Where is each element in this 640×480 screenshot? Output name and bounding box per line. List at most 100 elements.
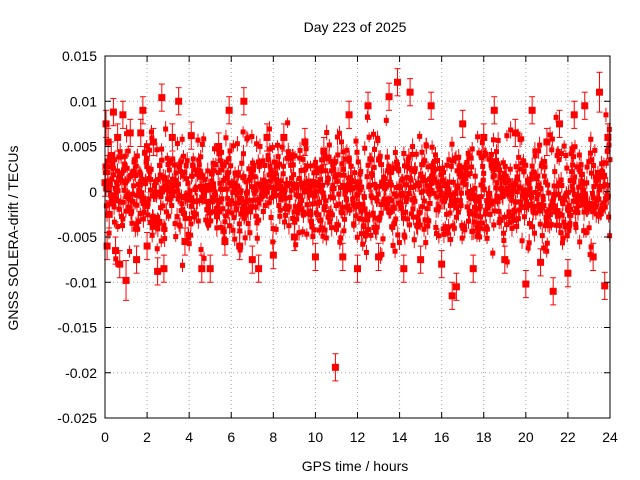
point-marker	[480, 133, 488, 141]
noise-marker	[124, 178, 130, 184]
point-marker	[522, 280, 530, 288]
noise-marker	[282, 195, 288, 201]
noise-marker	[227, 148, 233, 154]
x-tick-label: 12	[350, 429, 366, 445]
x-tick-label: 6	[227, 429, 235, 445]
data-point	[181, 227, 189, 256]
noise-marker	[315, 212, 321, 218]
noise-marker	[376, 217, 382, 223]
point-marker	[417, 256, 425, 264]
noise-marker	[355, 159, 361, 165]
data-point	[400, 254, 408, 283]
noise-marker	[267, 146, 273, 152]
noise-marker	[201, 255, 207, 261]
noise-marker	[163, 209, 169, 215]
noise-marker	[457, 163, 463, 169]
data-point	[168, 123, 176, 152]
noise-marker	[274, 142, 280, 148]
noise-marker	[198, 186, 204, 192]
noise-marker	[188, 221, 194, 227]
noise-marker	[356, 201, 362, 207]
noise-marker	[464, 159, 470, 165]
noise-marker	[355, 182, 361, 188]
noise-marker	[218, 167, 224, 173]
noise-marker	[339, 161, 345, 167]
noise-marker	[392, 221, 398, 227]
noise-marker	[334, 178, 340, 184]
noise-marker	[447, 179, 453, 185]
noise-marker	[109, 176, 115, 182]
noise-marker	[306, 192, 312, 198]
noise-marker	[547, 132, 553, 138]
noise-marker	[229, 198, 235, 204]
noise-marker	[208, 218, 214, 224]
noise-marker	[333, 203, 339, 209]
noise-marker	[142, 149, 148, 155]
noise-marker	[576, 203, 582, 209]
noise-marker	[182, 216, 188, 222]
data-point	[263, 123, 271, 152]
data-point	[175, 87, 183, 116]
noise-marker	[496, 208, 502, 214]
noise-marker	[592, 201, 598, 207]
noise-marker	[488, 198, 494, 204]
noise-marker	[212, 209, 218, 215]
noise-marker	[252, 174, 258, 180]
noise-marker	[444, 162, 450, 168]
point-marker	[528, 106, 536, 114]
noise-marker	[422, 177, 428, 183]
noise-marker	[510, 217, 516, 223]
noise-marker	[553, 222, 559, 228]
noise-marker	[105, 187, 111, 193]
noise-marker	[109, 194, 115, 200]
noise-marker	[411, 195, 417, 201]
noise-marker	[513, 164, 519, 170]
noise-marker	[359, 184, 365, 190]
noise-marker	[571, 154, 577, 160]
noise-marker	[538, 186, 544, 192]
noise-marker	[226, 209, 232, 215]
noise-marker	[364, 174, 370, 180]
data-point	[301, 127, 309, 157]
x-tick-label: 10	[308, 429, 324, 445]
noise-marker	[569, 146, 575, 152]
noise-marker	[184, 158, 190, 164]
noise-marker	[564, 233, 570, 239]
noise-marker	[145, 165, 151, 171]
noise-marker	[570, 198, 576, 204]
noise-marker	[377, 153, 383, 159]
noise-marker	[255, 197, 261, 203]
noise-marker	[602, 204, 608, 210]
noise-marker	[198, 247, 204, 253]
noise-marker	[480, 177, 486, 183]
data-point	[109, 98, 117, 127]
noise-marker	[318, 185, 324, 191]
noise-marker	[547, 212, 553, 218]
noise-marker	[322, 153, 328, 159]
data-point	[393, 68, 401, 97]
noise-marker	[423, 143, 429, 149]
noise-marker	[471, 192, 477, 198]
y-tick-label: 0	[89, 184, 97, 200]
noise-marker	[432, 176, 438, 182]
point-marker	[206, 265, 214, 273]
noise-marker	[566, 203, 572, 209]
x-tick-label: 20	[518, 429, 534, 445]
data-point	[133, 245, 141, 274]
noise-marker	[375, 137, 381, 143]
noise-marker	[139, 179, 145, 185]
noise-marker	[277, 161, 283, 167]
noise-marker	[455, 197, 461, 203]
point-marker	[181, 238, 189, 246]
noise-marker	[361, 223, 367, 229]
point-marker	[114, 133, 122, 141]
point-marker	[133, 256, 141, 264]
noise-marker	[384, 154, 390, 160]
noise-marker	[243, 179, 249, 185]
noise-marker	[304, 231, 310, 237]
y-tick-label: -0.01	[65, 274, 97, 290]
noise-marker	[561, 219, 567, 225]
noise-marker	[141, 195, 147, 201]
noise-marker	[489, 165, 495, 171]
noise-marker	[288, 187, 294, 193]
